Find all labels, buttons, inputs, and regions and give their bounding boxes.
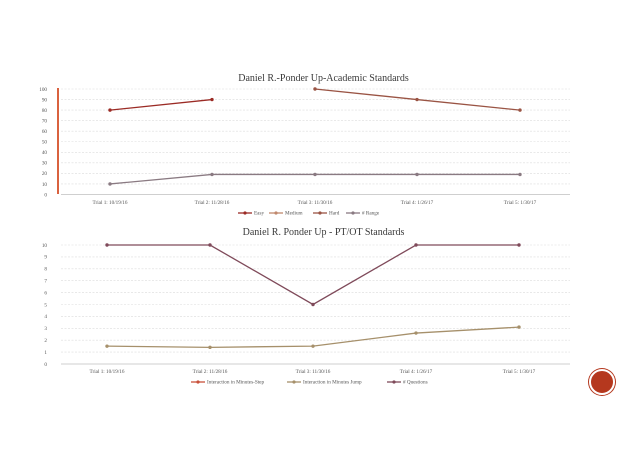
data-point <box>108 108 112 112</box>
y-tick-label: 90 <box>42 97 48 103</box>
legend-swatch-marker <box>292 380 296 384</box>
y-tick-label: 10 <box>42 182 48 188</box>
data-point <box>210 172 214 177</box>
legend-label: # Range <box>362 211 380 217</box>
data-point <box>105 344 109 348</box>
x-tick-label: Trial 5: 1/30/17 <box>503 369 536 375</box>
y-tick-label: 60 <box>42 129 48 135</box>
legend-label: Interaction in Minutes Jump <box>303 380 362 386</box>
y-tick-label: 40 <box>42 150 48 156</box>
legend-swatch-marker <box>196 380 200 384</box>
data-point <box>518 108 522 112</box>
x-tick-label: Trial 2: 11/28/16 <box>195 200 230 206</box>
y-tick-label: 30 <box>42 161 48 167</box>
y-tick-label: 1 <box>44 350 47 356</box>
y-tick-label: 7 <box>44 279 47 285</box>
slide-badge <box>589 369 615 395</box>
data-point <box>311 302 315 307</box>
x-tick-label: Trial 2: 11/28/16 <box>193 369 228 375</box>
y-tick-label: 20 <box>42 171 48 177</box>
x-tick-label: Trial 1: 10/19/16 <box>90 369 125 375</box>
data-point <box>208 345 212 350</box>
y-tick-label: 3 <box>44 326 47 332</box>
x-tick-label: Trial 3: 11/30/16 <box>298 200 333 206</box>
data-point <box>105 243 109 247</box>
legend-swatch-marker <box>351 211 355 215</box>
legend-label: Interaction in Minutes-Step <box>207 380 264 386</box>
y-tick-label: 6 <box>44 290 47 296</box>
y-tick-label: 8 <box>44 267 47 273</box>
y-tick-label: 9 <box>44 255 47 261</box>
series-line <box>109 98 213 111</box>
data-point <box>210 97 214 102</box>
data-point <box>108 182 112 186</box>
chart-title: Daniel R. Ponder Up - PT/OT Standards <box>243 227 405 238</box>
data-point <box>415 97 419 102</box>
legend-swatch-marker <box>243 211 247 215</box>
series-line <box>107 244 519 306</box>
x-tick-label: Trial 4: 1/26/17 <box>401 200 434 206</box>
y-tick-label: 0 <box>44 362 47 368</box>
x-tick-label: Trial 5: 1/30/17 <box>504 200 537 206</box>
legend-swatch-marker <box>392 380 396 384</box>
x-tick-label: Trial 1: 10/19/16 <box>93 200 128 206</box>
chart-title: Daniel R.-Ponder Up-Academic Standards <box>238 73 409 84</box>
data-point <box>518 172 522 177</box>
data-point <box>517 325 521 329</box>
data-point <box>414 331 418 335</box>
accent-bar <box>57 88 59 194</box>
series-line <box>106 326 520 348</box>
y-tick-label: 80 <box>42 108 48 114</box>
y-tick-label: 4 <box>44 314 47 320</box>
x-tick-label: Trial 4: 1/26/17 <box>400 369 433 375</box>
legend-swatch-marker <box>318 211 322 215</box>
y-tick-label: 0 <box>44 192 47 198</box>
legend-label: Medium <box>285 211 303 217</box>
y-tick-label: 2 <box>44 338 47 344</box>
legend-label: Hard <box>329 211 340 217</box>
data-point <box>313 172 317 177</box>
data-point <box>208 243 212 247</box>
y-tick-label: 50 <box>42 140 48 146</box>
data-point <box>313 87 317 91</box>
y-tick-label: 100 <box>39 87 47 93</box>
legend-swatch-marker <box>274 211 278 215</box>
legend-label: Easy <box>254 211 264 217</box>
data-point <box>517 243 521 247</box>
x-tick-label: Trial 3: 11/30/16 <box>296 369 331 375</box>
data-point <box>414 243 418 247</box>
y-tick-label: 10 <box>42 243 48 249</box>
legend-label: # Questions <box>403 380 428 386</box>
data-point <box>415 172 419 177</box>
data-point <box>311 344 315 348</box>
y-tick-label: 70 <box>42 118 48 124</box>
y-tick-label: 5 <box>44 302 47 308</box>
